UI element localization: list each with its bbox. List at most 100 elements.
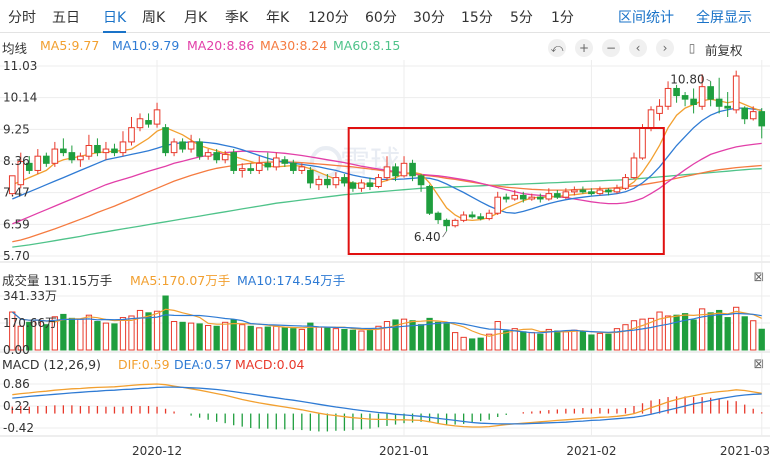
- candle: [358, 179, 365, 192]
- volume-bar: [187, 322, 195, 351]
- volume-bar: [222, 321, 229, 351]
- candle: [392, 163, 399, 182]
- volume-bar: [43, 324, 50, 351]
- volume-bar: [426, 317, 433, 351]
- tab-120min[interactable]: 120分: [308, 10, 349, 26]
- candle: [639, 124, 646, 160]
- chevron-left-icon[interactable]: ‹: [629, 39, 647, 57]
- tab-5min[interactable]: 5分: [510, 10, 533, 26]
- candle-body: [290, 162, 297, 171]
- volume-bar: [349, 329, 357, 351]
- candle: [221, 150, 229, 164]
- candle: [307, 166, 314, 189]
- volume-bar: [273, 325, 280, 351]
- ma30-legend: MA30:8.24: [260, 38, 328, 53]
- candle-body: [51, 148, 59, 164]
- tab-fenshi[interactable]: 分时: [8, 10, 36, 26]
- tab-1min[interactable]: 1分: [551, 10, 574, 26]
- interval-stats-button[interactable]: 区间统计: [618, 10, 674, 26]
- volume-bar: [494, 321, 501, 351]
- candle-body: [409, 162, 416, 177]
- zoom-out-icon[interactable]: −: [602, 39, 620, 57]
- candle-body: [102, 148, 110, 154]
- macd-legend-label: MACD (12,26,9): [2, 357, 101, 372]
- volume-ma10-legend: MA10:174.54万手: [237, 273, 346, 288]
- fullscreen-button[interactable]: 全屏显示: [696, 10, 752, 26]
- macd-legend: MACD (12,26,9) DIF:0.59 DEA:0.57 MACD:0.…: [0, 355, 400, 373]
- tab-15min[interactable]: 15分: [461, 10, 493, 26]
- candle-body: [511, 194, 519, 200]
- ma5-legend: MA5:9.77: [40, 38, 100, 53]
- candle-body: [656, 105, 663, 114]
- candle-type-icon[interactable]: ▯: [688, 41, 696, 55]
- tab-daily-k[interactable]: 日K: [103, 7, 127, 33]
- volume-ma10-line: [11, 311, 762, 334]
- candle: [400, 156, 408, 178]
- candle: [272, 152, 280, 171]
- tab-monthly-k[interactable]: 月K: [184, 10, 208, 26]
- back-icon[interactable]: ⤺: [548, 39, 566, 57]
- volume-bar: [102, 322, 110, 351]
- volume-bar: [477, 337, 484, 351]
- candle: [94, 138, 101, 157]
- candle: [698, 74, 706, 110]
- volume-bar: [9, 311, 16, 351]
- candle-body: [213, 152, 220, 161]
- candle: [281, 156, 289, 167]
- candle: [8, 175, 16, 196]
- candle: [51, 141, 59, 167]
- candle-body: [34, 155, 42, 171]
- period-tab-bar: 分时 五日 日K 周K 月K 季K 年K 120分 60分 30分 15分 5分…: [0, 0, 770, 33]
- volume-bar: [332, 328, 340, 351]
- volume-bar: [503, 330, 510, 351]
- candle-body: [613, 187, 621, 193]
- candle-body: [571, 189, 578, 193]
- candle-body: [145, 120, 152, 125]
- volume-bar: [443, 323, 450, 351]
- tab-quarterly-k[interactable]: 季K: [225, 10, 249, 26]
- candle-body: [536, 196, 544, 200]
- candle: [213, 149, 220, 164]
- close-volume-icon[interactable]: ⊠: [753, 270, 765, 285]
- candle-body: [281, 159, 289, 164]
- candle: [111, 143, 118, 157]
- candle: [170, 138, 178, 157]
- volume-bar: [460, 336, 467, 351]
- price-tick-label: 5.70: [3, 249, 30, 263]
- tab-weekly-k[interactable]: 周K: [142, 10, 166, 26]
- volume-bar: [681, 313, 689, 351]
- close-macd-icon[interactable]: ⊠: [753, 357, 765, 372]
- tab-yearly-k[interactable]: 年K: [266, 10, 290, 26]
- candle-body: [698, 86, 706, 107]
- candle: [571, 186, 578, 196]
- candle: [68, 145, 76, 164]
- candle: [332, 172, 340, 189]
- candle-body: [111, 148, 118, 154]
- candle: [443, 218, 450, 232]
- volume-bar: [298, 328, 305, 351]
- candle: [179, 138, 186, 153]
- volume-bar: [290, 328, 297, 351]
- chevron-right-icon[interactable]: ›: [656, 39, 674, 57]
- zoom-in-icon[interactable]: +: [575, 39, 593, 57]
- macd-tick-label: 0.22: [3, 399, 30, 413]
- candle: [707, 81, 714, 107]
- adjust-dropdown[interactable]: 前复权: [705, 43, 743, 58]
- volume-bar: [741, 316, 748, 351]
- tab-30min[interactable]: 30分: [413, 10, 445, 26]
- price-legend: 均线 MA5:9.77 MA10:9.79 MA20:8.86 MA30:8.2…: [0, 36, 540, 56]
- candle-body: [494, 196, 502, 214]
- candle: [647, 106, 655, 132]
- volume-bar: [605, 333, 612, 351]
- candle-body: [153, 109, 161, 125]
- candle-body: [545, 193, 553, 200]
- ma-legend-label: 均线: [2, 41, 28, 56]
- candle-body: [196, 141, 203, 157]
- volume-bar: [153, 310, 161, 351]
- tab-60min[interactable]: 60分: [365, 10, 397, 26]
- ma20-legend: MA20:8.86: [187, 38, 255, 53]
- candle: [247, 163, 255, 175]
- candle: [673, 84, 680, 103]
- candle: [162, 124, 169, 157]
- tab-wuri[interactable]: 五日: [52, 10, 80, 26]
